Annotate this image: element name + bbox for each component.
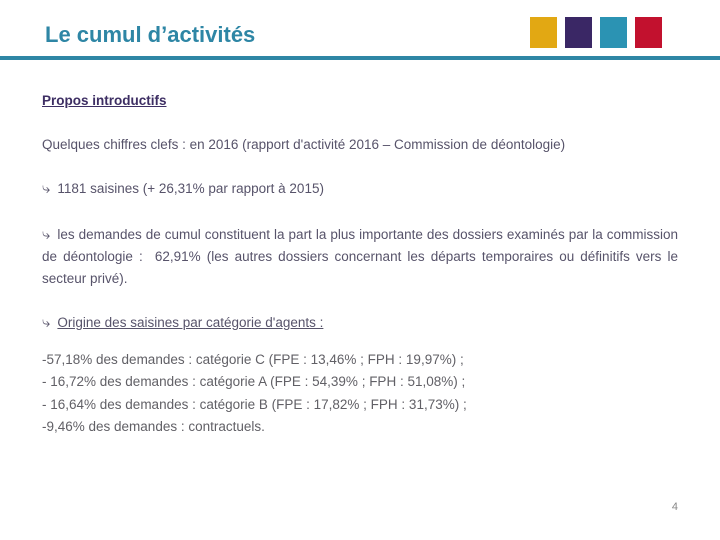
curved-arrow-icon: ⤷ [42,314,51,331]
bullet-cumul-text: les demandes de cumul constituent la par… [42,227,678,286]
list-item: -9,46% des demandes : contractuels. [42,419,265,435]
list-item: - 16,64% des demandes : catégorie B (FPE… [42,396,467,412]
slide-title: Le cumul d’activités [45,22,256,47]
gold-square [530,17,557,48]
red-square [635,17,662,48]
bullet-origine: ⤷ Origine des saisines par catégorie d'ag… [42,314,678,331]
purple-square [565,17,592,48]
header-divider [0,56,720,60]
percent-list: -57,18% des demandes : catégorie C (FPE … [42,349,678,439]
list-item: - 16,72% des demandes : catégorie A (FPE… [42,374,466,390]
bullet-saisines-text: 1181 saisines (+ 26,31% par rapport à 20… [57,181,324,196]
bullet-cumul-paragraph: ⤷ les demandes de cumul constituent la pa… [42,224,678,290]
page-number: 4 [671,501,678,513]
teal-square [600,17,627,48]
curved-arrow-icon: ⤷ [42,180,51,197]
logo-squares [530,17,662,48]
bullet-origine-text: Origine des saisines par catégorie d'age… [57,315,324,330]
section-heading: Propos introductifs [42,93,167,108]
curved-arrow-icon: ⤷ [42,226,51,243]
bullet-saisines: ⤷ 1181 saisines (+ 26,31% par rapport à 2… [42,180,678,197]
intro-text: Quelques chiffres clefs : en 2016 (rappo… [42,137,566,152]
list-item: -57,18% des demandes : catégorie C (FPE … [42,352,464,367]
